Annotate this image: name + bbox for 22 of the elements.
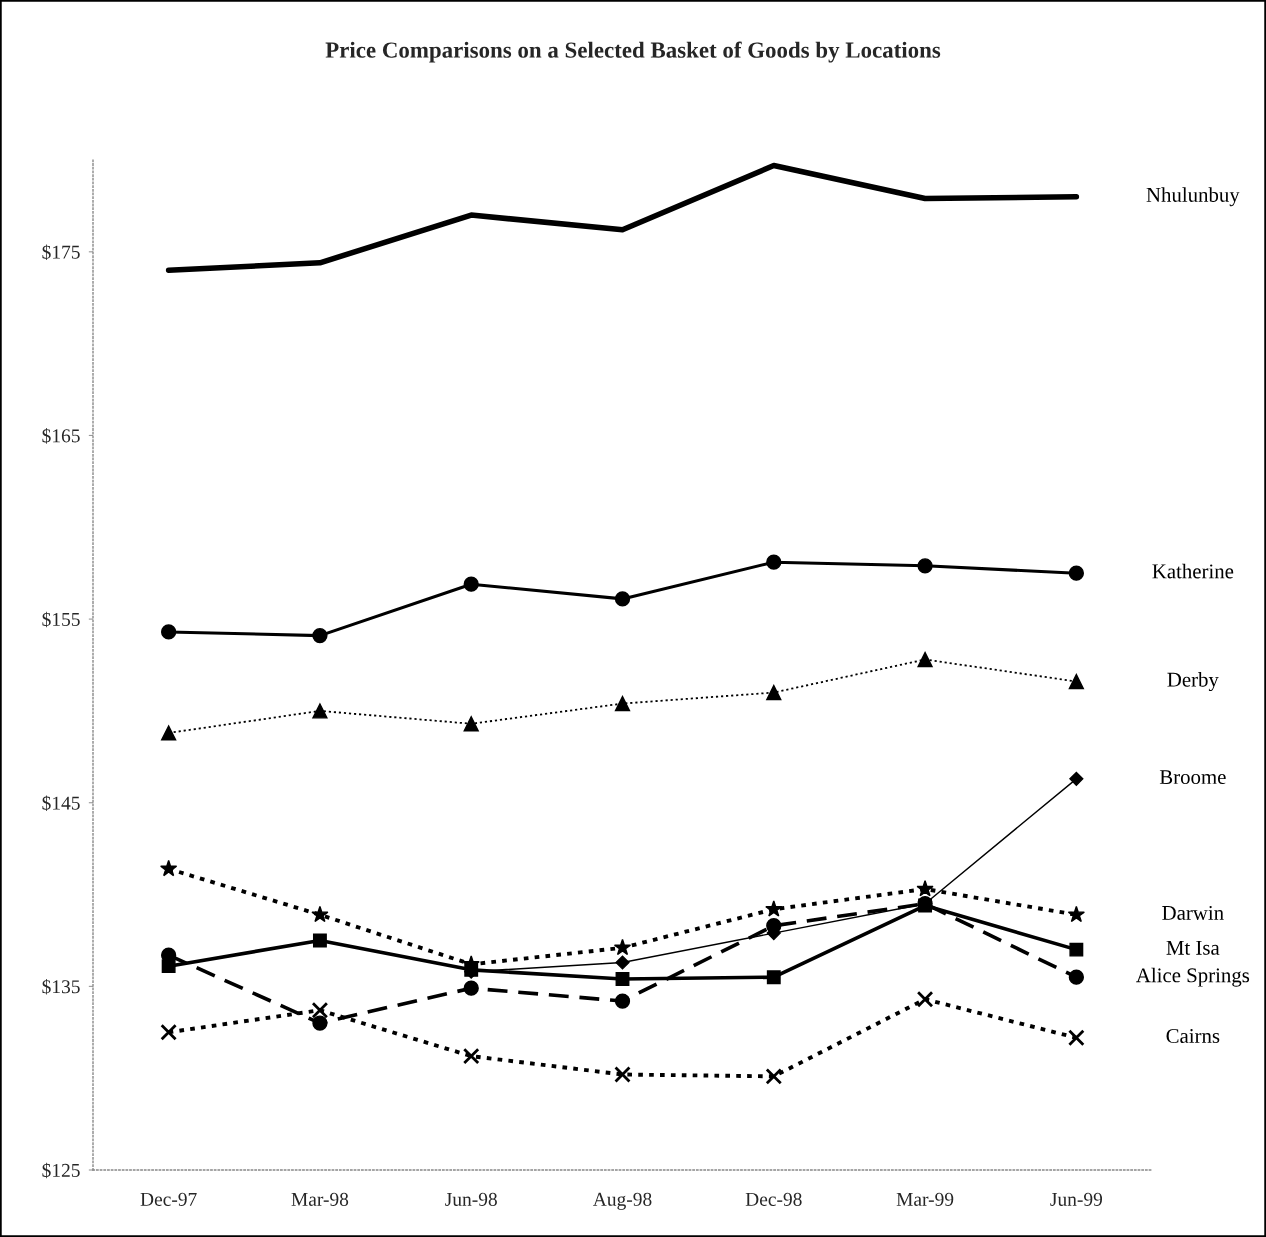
x-tick-label: Aug-98 [592, 1192, 652, 1210]
text: Nhulunbuy [1146, 187, 1240, 207]
y-tick-label: $125 [42, 1162, 80, 1179]
y-tick-label: $135 [42, 979, 80, 995]
y-tick-label: $175 [42, 244, 80, 261]
x-tick-label: Dec-98 [745, 1192, 802, 1206]
x-tick-label: Mar-98 [291, 1192, 349, 1206]
text: Mt Isa [1166, 941, 1220, 955]
text: Cairns [1166, 1029, 1220, 1043]
text: Derby [1167, 672, 1219, 691]
y-tick-label: $155 [42, 611, 80, 628]
x-tick-label: Jun-99 [1050, 1192, 1103, 1206]
y-tick-label: $145 [42, 795, 80, 811]
text: Darwin [1162, 905, 1224, 920]
x-tick-label: Mar-99 [896, 1192, 954, 1206]
text: Alice Springs [1136, 967, 1250, 987]
y-tick-label: $165 [42, 428, 80, 444]
x-tick-label: Dec-97 [140, 1192, 197, 1206]
x-tick-label: Jun-98 [445, 1192, 497, 1206]
chart-title: Price Comparisons on a Selected Basket of Goods by Locations [325, 41, 941, 63]
text: Broome [1159, 770, 1226, 785]
text: Katherine [1152, 563, 1234, 579]
